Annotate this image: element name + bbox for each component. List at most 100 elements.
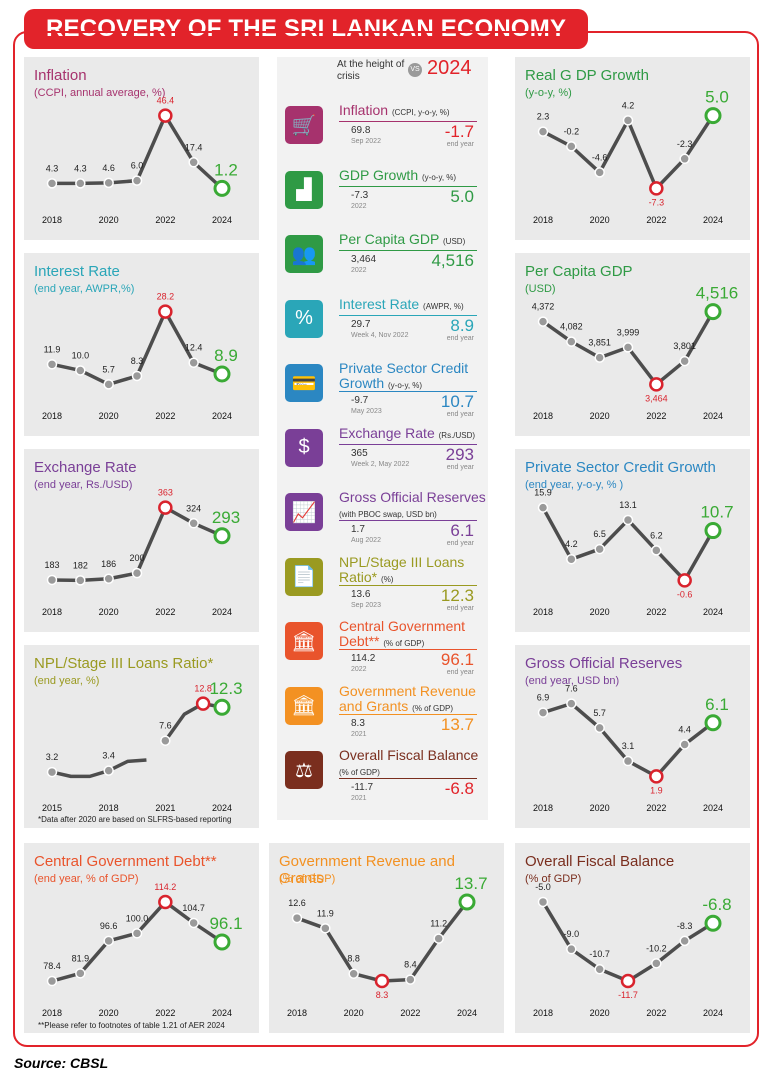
- extreme-point: [677, 573, 692, 588]
- data-label: 3.2: [46, 752, 59, 762]
- panel-subtitle: (end year, % of GDP): [34, 873, 139, 885]
- data-label: 4.2: [622, 100, 635, 110]
- indicator-unit: (CCPI, y-o-y, %): [391, 108, 450, 117]
- latest-point: [704, 714, 722, 732]
- indicator-unit: (with PBOC swap, USD bn): [339, 510, 437, 519]
- data-label: 8.8: [347, 954, 360, 964]
- crisis-value: 69.8: [351, 125, 371, 136]
- x-tick-label: 2024: [703, 215, 723, 225]
- x-tick-label: 2024: [703, 1008, 723, 1018]
- panel-subtitle: (end year, Rs./USD): [34, 479, 133, 491]
- reserves-line-chart: 6.9 7.6 5.7 3.1 1.9 4.4 6.1 2018 2020 2022 2024: [533, 684, 729, 813]
- indicator-name: Central Government Debt** (% of GDP): [339, 619, 489, 651]
- indicator-divider: [339, 713, 477, 715]
- panel-subtitle: (end year, AWPR,%): [34, 283, 135, 295]
- data-label: -8.3: [677, 921, 693, 931]
- x-tick-label: 2020: [590, 803, 610, 813]
- indicator-unit: (% of GDP): [383, 639, 425, 648]
- inflation-panel: Inflation (CCPI, annual average, %) 4.3 4…: [24, 57, 259, 240]
- panel-title: Overall Fiscal Balance: [525, 853, 675, 870]
- data-label: 11.9: [317, 908, 334, 918]
- crisis-value: 8.3: [351, 717, 365, 729]
- indicator-name: Government Revenue and Grants (% of GDP): [339, 683, 489, 716]
- data-point: [291, 912, 303, 924]
- crisis-value: -9.7: [351, 395, 369, 406]
- npl-ratio-panel: NPL/Stage III Loans Ratio* (end year, %)…: [24, 645, 259, 828]
- crisis-header: At the height of crisis: [337, 59, 405, 82]
- data-label: -2.3: [677, 139, 693, 149]
- private-credit-panel: Private Sector Credit Growth (end year, …: [515, 449, 750, 632]
- extreme-point: [649, 181, 664, 196]
- data-label: 5.7: [593, 708, 606, 718]
- data-label: 3,801: [673, 341, 696, 351]
- data-point: [679, 739, 690, 750]
- indicator-unit: (%): [381, 574, 394, 584]
- data-label: -9.0: [564, 929, 580, 939]
- indicator-name: Per Capita GDP (USD): [339, 232, 489, 249]
- data-point: [46, 975, 58, 987]
- data-point: [188, 357, 199, 368]
- data-point: [594, 963, 605, 975]
- crisis-value: 365: [351, 447, 368, 459]
- data-point: [594, 722, 605, 734]
- x-tick-label: 2024: [212, 607, 232, 617]
- coins-building-icon: 🏛: [285, 686, 323, 725]
- indicator-label: Gross Official Reserves: [339, 489, 486, 505]
- latest-point: [213, 698, 231, 716]
- data-label: 2.3: [537, 112, 550, 122]
- data-point: [348, 968, 359, 979]
- data-label: 13.1: [619, 500, 637, 510]
- comparison-row: 🛒 Inflation (CCPI, y-o-y, %) 69.8 Sep 2022 -…: [277, 103, 488, 167]
- official-reserves-panel: Gross Official Reserves (end year, USD b…: [515, 645, 750, 828]
- data-label: 186: [101, 559, 116, 569]
- indicator-name: Exchange Rate (Rs./USD): [339, 425, 489, 443]
- revenue-line-chart: 12.6 11.9 8.8 8.3 8.4 11.2 13.7 2018 2020 2022 202…: [287, 874, 488, 1018]
- indicator-divider: [339, 121, 477, 122]
- data-point: [537, 896, 549, 908]
- data-label: 5.7: [102, 364, 115, 374]
- data-point: [679, 153, 690, 165]
- data-point: [566, 553, 577, 565]
- comparison-row: ▟ GDP Growth (y-o-y, %) -7.3 2022 5.0: [277, 167, 489, 232]
- indicator-unit: (y-o-y, %): [422, 172, 457, 182]
- data-label: 4,516: [696, 284, 739, 303]
- data-label: 12.8: [194, 684, 212, 694]
- crisis-date: May 2023: [351, 408, 382, 415]
- indicator-name: Gross Official Reserves (with PBOC swap,…: [339, 490, 489, 522]
- panel-subtitle: (% of GDP): [525, 873, 582, 885]
- crisis-date: Sep 2023: [351, 601, 381, 609]
- comparison-row: 👥 Per Capita GDP (USD) 3,464 2022 4,516: [277, 232, 488, 296]
- current-value: 96.1: [440, 650, 474, 669]
- panel-title: Gross Official Reserves: [525, 655, 683, 672]
- indicator-divider: [339, 649, 477, 650]
- latest-point: [704, 522, 722, 540]
- data-label: 3,464: [645, 393, 668, 403]
- indicator-divider: [339, 250, 477, 251]
- credit-line-chart: 15.9 4.2 6.5 13.1 6.2 -0.6 10.7 2018 2020 2022 202…: [533, 488, 734, 617]
- data-label: 363: [158, 488, 173, 498]
- extreme-point: [158, 108, 173, 123]
- indicator-name: GDP Growth (y-o-y, %): [339, 167, 489, 185]
- indicator-divider: [339, 185, 477, 187]
- data-label: 28.2: [157, 292, 175, 302]
- data-point: [46, 178, 58, 189]
- end-year-label: end year: [446, 540, 474, 547]
- indicator-name: Inflation (CCPI, y-o-y, %): [339, 103, 489, 120]
- x-tick-label: 2024: [457, 1008, 477, 1018]
- end-year-label: end year: [446, 141, 474, 148]
- current-value: 4,516: [431, 251, 474, 270]
- indicator-divider: [339, 520, 477, 521]
- crisis-value: 29.7: [351, 318, 371, 330]
- data-point: [594, 543, 605, 555]
- x-tick-label: 2018: [287, 1008, 307, 1018]
- interest-line-chart: 11.9 10.0 5.7 8.3 28.2 12.4 8.9 2018 2020 2022 202…: [42, 292, 238, 421]
- x-tick-label: 2022: [155, 1008, 175, 1018]
- data-label: 4.6: [102, 163, 115, 173]
- data-label: 6.1: [705, 695, 729, 714]
- end-year-label: end year: [446, 463, 474, 471]
- gdp-growth-panel: Real G DP Growth (y-o-y, %) 2.3 -0.2 -4.6 4…: [515, 57, 750, 240]
- government-revenue-panel: Government Revenue and Grants (% of GDP)…: [269, 843, 504, 1033]
- current-value: 6.1: [450, 521, 474, 540]
- percapita-line-chart: 4,372 4,082 3,851 3,999 3,464 3,801 4,516 2018 2…: [532, 284, 739, 421]
- data-label: 4,372: [532, 302, 555, 312]
